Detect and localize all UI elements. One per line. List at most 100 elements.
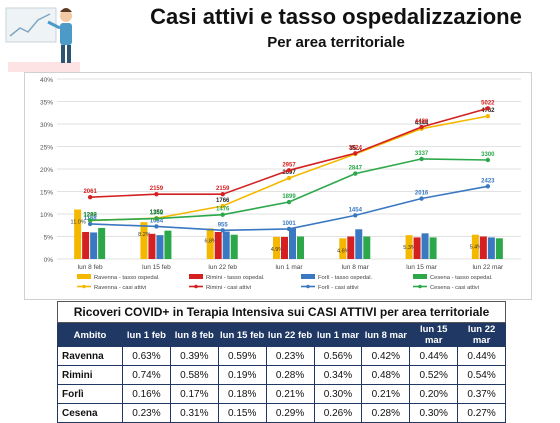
- bar: [471, 234, 479, 259]
- bar: [222, 231, 230, 259]
- table-cell: 0.17%: [169, 384, 219, 404]
- line-data-label: 1282: [83, 213, 97, 219]
- line-data-label: 3300: [481, 152, 495, 158]
- bar: [98, 227, 106, 259]
- line-data-label: 2847: [349, 166, 363, 172]
- x-tick-label: lun 1 mar: [275, 264, 303, 271]
- bar: [140, 222, 148, 259]
- x-tick-label: lun 8 feb: [78, 264, 103, 271]
- table-body: Ravenna 0.63% 0.39% 0.59% 0.23% 0.56% 0.42% 0.4…: [57, 346, 506, 423]
- table-cell: 0.23%: [122, 403, 171, 423]
- table-cell: 0.28%: [265, 365, 315, 385]
- row-label: Rimini: [57, 365, 123, 385]
- line-data-label: 2016: [415, 191, 429, 197]
- table-title: Ricoveri COVID+ in Terapia Intensiva sui…: [57, 301, 506, 323]
- bar: [156, 235, 164, 259]
- legend-label: Forlì - casi attivi: [318, 285, 359, 291]
- table-cell: 0.42%: [361, 346, 411, 366]
- line-point: [286, 199, 292, 205]
- line-data-label: 1766: [216, 198, 230, 204]
- legend-label: Forlì - tasso ospedal.: [318, 275, 373, 281]
- bar: [413, 237, 421, 259]
- table-cell: 0.48%: [361, 365, 411, 385]
- line-point: [154, 192, 159, 197]
- col-header: lun 15 mar: [409, 323, 459, 347]
- line-point: [286, 168, 292, 173]
- line-point: [220, 192, 225, 197]
- line-point: [419, 156, 424, 162]
- row-label: Forlì: [57, 384, 123, 404]
- bar: [206, 228, 214, 259]
- col-header: lun 1 mar: [313, 323, 363, 347]
- line-point: [485, 106, 491, 111]
- line-data-label: 1084: [150, 218, 164, 224]
- bar: [74, 209, 82, 259]
- col-header: lun 15 feb: [217, 323, 267, 347]
- y-tick-label: 30%: [40, 122, 53, 129]
- bar-data-label: 5.3%: [403, 245, 416, 251]
- table-cell: 0.18%: [217, 384, 267, 404]
- line-data-label: 5022: [481, 100, 495, 106]
- bar-data-label: 6.8%: [204, 238, 217, 244]
- line-data-label: 3337: [415, 151, 429, 157]
- bar: [148, 233, 156, 259]
- bar: [363, 236, 371, 259]
- y-tick-label: 5%: [44, 235, 54, 242]
- bar: [495, 238, 503, 259]
- table-cell: 0.30%: [313, 384, 363, 404]
- y-tick-label: 20%: [40, 167, 53, 174]
- line-point: [220, 212, 225, 217]
- bar: [355, 229, 363, 259]
- legend-label: Ravenna - tasso ospedal.: [94, 275, 160, 281]
- line-data-label: 1476: [216, 207, 230, 213]
- legend-swatch: [413, 274, 427, 279]
- line-point: [87, 194, 93, 200]
- line-data-label: 1899: [282, 194, 296, 200]
- chart-canvas: 0% 5% 10% 15% 20% 25% 30% 35% 40% 11.0% 8.2% 6.8% 4.…: [40, 77, 521, 291]
- line-data-label: 1290: [83, 212, 97, 218]
- x-tick-label: lun 15 mar: [406, 264, 438, 271]
- legend-label: Ravenna - casi attivi: [94, 285, 146, 291]
- line-data-label: 2061: [83, 189, 97, 195]
- bar: [297, 236, 304, 259]
- line-point: [154, 224, 159, 229]
- bar: [487, 237, 495, 259]
- line-point: [220, 228, 225, 233]
- table-cell: 0.19%: [217, 365, 267, 385]
- col-header: lun 1 feb: [122, 323, 171, 347]
- bar-data-label: 11.0%: [71, 220, 86, 226]
- bar-data-label: 5.4%: [470, 245, 483, 251]
- table-cell: 0.16%: [122, 384, 171, 404]
- bar: [405, 235, 413, 259]
- table-cell: 0.23%: [265, 346, 315, 366]
- bar: [164, 230, 172, 259]
- table-header-row: Ambito lun 1 feb lun 8 feb lun 15 feb lu…: [57, 323, 506, 347]
- bar: [214, 232, 222, 259]
- y-tick-label: 35%: [40, 100, 53, 107]
- bar: [479, 236, 487, 259]
- combo-chart: 0% 5% 10% 15% 20% 25% 30% 35% 40% 11.0% 8.2% 6.8% 4.…: [24, 72, 532, 300]
- legend-swatch: [301, 274, 315, 279]
- line-point: [286, 175, 292, 181]
- table-row: Ravenna 0.63% 0.39% 0.59% 0.23% 0.56% 0.42% 0.4…: [57, 346, 506, 366]
- line-point: [353, 171, 358, 176]
- line-data-label: 4400: [415, 119, 429, 125]
- y-tick-label: 25%: [40, 145, 53, 152]
- table-cell: 0.54%: [457, 365, 506, 385]
- x-tick-label: lun 22 feb: [208, 264, 237, 271]
- col-header: Ambito: [57, 323, 123, 347]
- y-tick-label: 40%: [40, 77, 53, 84]
- x-tick-label: lun 22 mar: [472, 264, 504, 271]
- presenter-illustration: [4, 2, 84, 74]
- row-label: Ravenna: [57, 346, 123, 366]
- line-data-label: 4762: [481, 108, 495, 114]
- x-tick-label: lun 8 mar: [342, 264, 370, 271]
- line-point: [419, 124, 424, 130]
- table-cell: 0.74%: [122, 365, 171, 385]
- line-data-label: 2423: [481, 178, 495, 184]
- legend-marker: [418, 284, 422, 289]
- line-point: [87, 221, 93, 227]
- table-cell: 0.20%: [409, 384, 459, 404]
- table-cell: 0.44%: [457, 346, 506, 366]
- table-cell: 0.56%: [313, 346, 363, 366]
